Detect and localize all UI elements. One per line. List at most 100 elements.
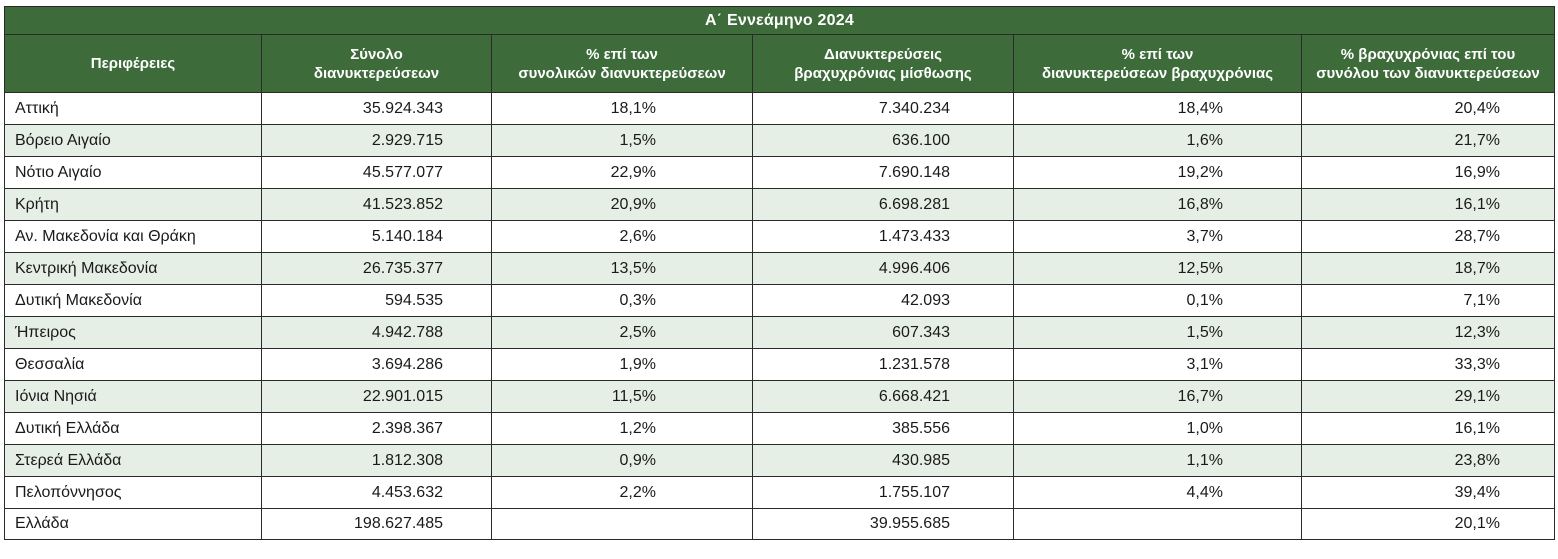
region-name: Κρήτη xyxy=(4,188,262,221)
table-row: Αν. Μακεδονία και Θράκη 5.140.184 2,6% 1… xyxy=(4,220,1555,253)
header-pct-short-term-line2: διανυκτερεύσεων βραχυχρόνιας xyxy=(1041,64,1274,82)
short-term-share-cell: 29,1% xyxy=(1301,380,1555,413)
pct-short-term-cell: 3,1% xyxy=(1013,348,1302,381)
header-pct-total-line1: % επί των xyxy=(586,45,658,63)
table-row: Νότιο Αιγαίο 45.577.077 22,9% 7.690.148 … xyxy=(4,156,1555,189)
short-term-stays-cell: 39.955.685 xyxy=(752,508,1014,540)
pct-short-term-cell: 12,5% xyxy=(1013,252,1302,285)
short-term-stays-cell: 42.093 xyxy=(752,284,1014,317)
short-term-share-cell: 16,1% xyxy=(1301,412,1555,445)
pct-total-cell: 11,5% xyxy=(491,380,753,413)
header-pct-short-term-line1: % επί των xyxy=(1121,45,1194,63)
pct-total-cell: 2,5% xyxy=(491,316,753,349)
overnight-stays-table: Α΄ Εννεάμηνο 2024 Περιφέρειες Σύνολο δια… xyxy=(4,6,1555,540)
table-row: Βόρειο Αιγαίο 2.929.715 1,5% 636.100 1,6… xyxy=(4,124,1555,157)
header-short-term-stays-line1: Διανυκτερεύσεις xyxy=(824,45,942,63)
pct-short-term-cell: 19,2% xyxy=(1013,156,1302,189)
header-regions: Περιφέρειες xyxy=(4,34,262,93)
header-pct-short-term: % επί των διανυκτερεύσεων βραχυχρόνιας xyxy=(1013,34,1302,93)
header-short-term-share-line1: % βραχυχρόνιας επί του xyxy=(1340,45,1516,63)
total-stays-cell: 594.535 xyxy=(261,284,492,317)
region-name: Ιόνια Νησιά xyxy=(4,380,262,413)
total-stays-cell: 35.924.343 xyxy=(261,92,492,125)
short-term-stays-cell: 636.100 xyxy=(752,124,1014,157)
header-short-term-stays-line2: βραχυχρόνιας μίσθωσης xyxy=(794,64,972,82)
table-row: Ήπειρος 4.942.788 2,5% 607.343 1,5% 12,3… xyxy=(4,316,1555,349)
header-pct-total-line2: συνολικών διανυκτερεύσεων xyxy=(518,64,726,82)
short-term-share-cell: 33,3% xyxy=(1301,348,1555,381)
header-short-term-share-line2: συνόλου των διανυκτερεύσεων xyxy=(1316,64,1540,82)
pct-total-cell: 0,9% xyxy=(491,444,753,477)
short-term-stays-cell: 6.698.281 xyxy=(752,188,1014,221)
total-stays-cell: 22.901.015 xyxy=(261,380,492,413)
table-row: Πελοπόννησος 4.453.632 2,2% 1.755.107 4,… xyxy=(4,476,1555,509)
table-row: Δυτική Ελλάδα 2.398.367 1,2% 385.556 1,0… xyxy=(4,412,1555,445)
short-term-stays-cell: 6.668.421 xyxy=(752,380,1014,413)
pct-short-term-cell: 16,8% xyxy=(1013,188,1302,221)
pct-total-cell xyxy=(491,508,753,540)
pct-short-term-cell: 0,1% xyxy=(1013,284,1302,317)
pct-short-term-cell xyxy=(1013,508,1302,540)
short-term-share-cell: 20,1% xyxy=(1301,508,1555,540)
short-term-share-cell: 16,9% xyxy=(1301,156,1555,189)
short-term-share-cell: 16,1% xyxy=(1301,188,1555,221)
total-stays-cell: 2.929.715 xyxy=(261,124,492,157)
table-row: Θεσσαλία 3.694.286 1,9% 1.231.578 3,1% 3… xyxy=(4,348,1555,381)
total-stays-cell: 45.577.077 xyxy=(261,156,492,189)
pct-short-term-cell: 1,1% xyxy=(1013,444,1302,477)
table-row: Κρήτη 41.523.852 20,9% 6.698.281 16,8% 1… xyxy=(4,188,1555,221)
table-row: Κεντρική Μακεδονία 26.735.377 13,5% 4.99… xyxy=(4,252,1555,285)
total-stays-cell: 4.453.632 xyxy=(261,476,492,509)
table-row: Ιόνια Νησιά 22.901.015 11,5% 6.668.421 1… xyxy=(4,380,1555,413)
pct-total-cell: 2,2% xyxy=(491,476,753,509)
short-term-stays-cell: 607.343 xyxy=(752,316,1014,349)
region-name: Νότιο Αιγαίο xyxy=(4,156,262,189)
region-name: Αττική xyxy=(4,92,262,125)
table-row: Αττική 35.924.343 18,1% 7.340.234 18,4% … xyxy=(4,92,1555,125)
pct-short-term-cell: 1,5% xyxy=(1013,316,1302,349)
pct-total-cell: 1,2% xyxy=(491,412,753,445)
column-header-row: Περιφέρειες Σύνολο διανυκτερεύσεων % επί… xyxy=(4,34,1555,93)
short-term-share-cell: 7,1% xyxy=(1301,284,1555,317)
pct-total-cell: 2,6% xyxy=(491,220,753,253)
header-pct-total: % επί των συνολικών διανυκτερεύσεων xyxy=(491,34,753,93)
header-total-stays-line1: Σύνολο xyxy=(350,45,403,63)
stats-table-container: Α΄ Εννεάμηνο 2024 Περιφέρειες Σύνολο δια… xyxy=(4,6,1555,540)
header-short-term-share: % βραχυχρόνιας επί του συνόλου των διανυ… xyxy=(1301,34,1555,93)
table-row: Δυτική Μακεδονία 594.535 0,3% 42.093 0,1… xyxy=(4,284,1555,317)
short-term-stays-cell: 7.690.148 xyxy=(752,156,1014,189)
pct-short-term-cell: 18,4% xyxy=(1013,92,1302,125)
total-stays-cell: 2.398.367 xyxy=(261,412,492,445)
region-name: Στερεά Ελλάδα xyxy=(4,444,262,477)
total-row: Ελλάδα 198.627.485 39.955.685 20,1% xyxy=(4,508,1555,540)
table-title: Α΄ Εννεάμηνο 2024 xyxy=(4,6,1555,35)
pct-total-cell: 1,9% xyxy=(491,348,753,381)
short-term-stays-cell: 1.473.433 xyxy=(752,220,1014,253)
pct-total-cell: 20,9% xyxy=(491,188,753,221)
pct-short-term-cell: 1,0% xyxy=(1013,412,1302,445)
short-term-share-cell: 18,7% xyxy=(1301,252,1555,285)
pct-short-term-cell: 3,7% xyxy=(1013,220,1302,253)
header-regions-label: Περιφέρειες xyxy=(90,55,176,72)
short-term-share-cell: 12,3% xyxy=(1301,316,1555,349)
header-total-stays-line2: διανυκτερεύσεων xyxy=(313,64,440,82)
short-term-share-cell: 21,7% xyxy=(1301,124,1555,157)
short-term-share-cell: 23,8% xyxy=(1301,444,1555,477)
pct-total-cell: 0,3% xyxy=(491,284,753,317)
region-name: Ελλάδα xyxy=(4,508,262,540)
pct-short-term-cell: 1,6% xyxy=(1013,124,1302,157)
region-name: Δυτική Ελλάδα xyxy=(4,412,262,445)
short-term-stays-cell: 1.755.107 xyxy=(752,476,1014,509)
total-stays-cell: 41.523.852 xyxy=(261,188,492,221)
region-name: Αν. Μακεδονία και Θράκη xyxy=(4,220,262,253)
short-term-stays-cell: 7.340.234 xyxy=(752,92,1014,125)
pct-total-cell: 22,9% xyxy=(491,156,753,189)
table-title-row: Α΄ Εννεάμηνο 2024 xyxy=(4,6,1555,35)
pct-total-cell: 18,1% xyxy=(491,92,753,125)
short-term-stays-cell: 4.996.406 xyxy=(752,252,1014,285)
pct-total-cell: 1,5% xyxy=(491,124,753,157)
pct-total-cell: 13,5% xyxy=(491,252,753,285)
total-stays-cell: 3.694.286 xyxy=(261,348,492,381)
total-stays-cell: 5.140.184 xyxy=(261,220,492,253)
region-name: Βόρειο Αιγαίο xyxy=(4,124,262,157)
